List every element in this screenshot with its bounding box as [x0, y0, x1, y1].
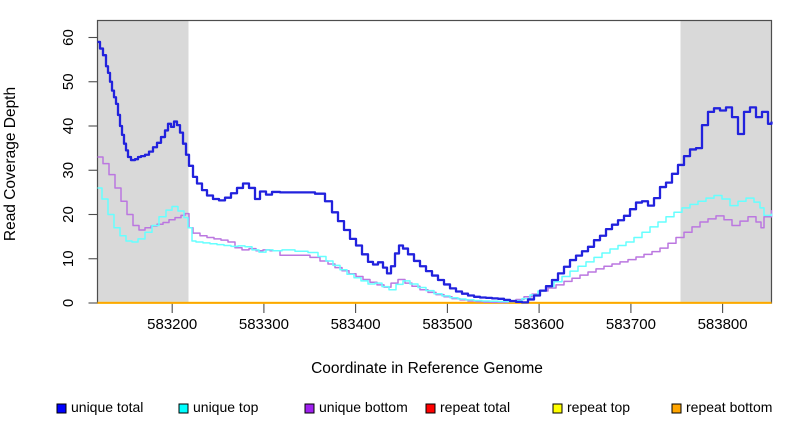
svg-text:583800: 583800: [698, 316, 748, 333]
svg-text:40: 40: [60, 118, 77, 135]
svg-text:Read Coverage Depth: Read Coverage Depth: [2, 87, 19, 241]
svg-text:repeat bottom: repeat bottom: [686, 399, 772, 415]
svg-text:30: 30: [60, 162, 77, 179]
svg-text:Coordinate in Reference Genome: Coordinate in Reference Genome: [311, 360, 543, 377]
svg-text:10: 10: [60, 250, 77, 267]
svg-text:unique total: unique total: [71, 399, 143, 415]
svg-text:repeat top: repeat top: [567, 399, 630, 415]
svg-text:583400: 583400: [331, 316, 381, 333]
svg-text:583500: 583500: [422, 316, 472, 333]
svg-text:583300: 583300: [239, 316, 289, 333]
svg-text:0: 0: [60, 299, 77, 307]
svg-text:50: 50: [60, 73, 77, 90]
svg-text:583600: 583600: [514, 316, 564, 333]
svg-text:unique bottom: unique bottom: [319, 399, 408, 415]
svg-text:unique top: unique top: [193, 399, 259, 415]
svg-text:583200: 583200: [147, 316, 197, 333]
svg-text:60: 60: [60, 29, 77, 46]
svg-text:20: 20: [60, 206, 77, 223]
svg-text:repeat total: repeat total: [440, 399, 510, 415]
svg-text:583700: 583700: [606, 316, 656, 333]
